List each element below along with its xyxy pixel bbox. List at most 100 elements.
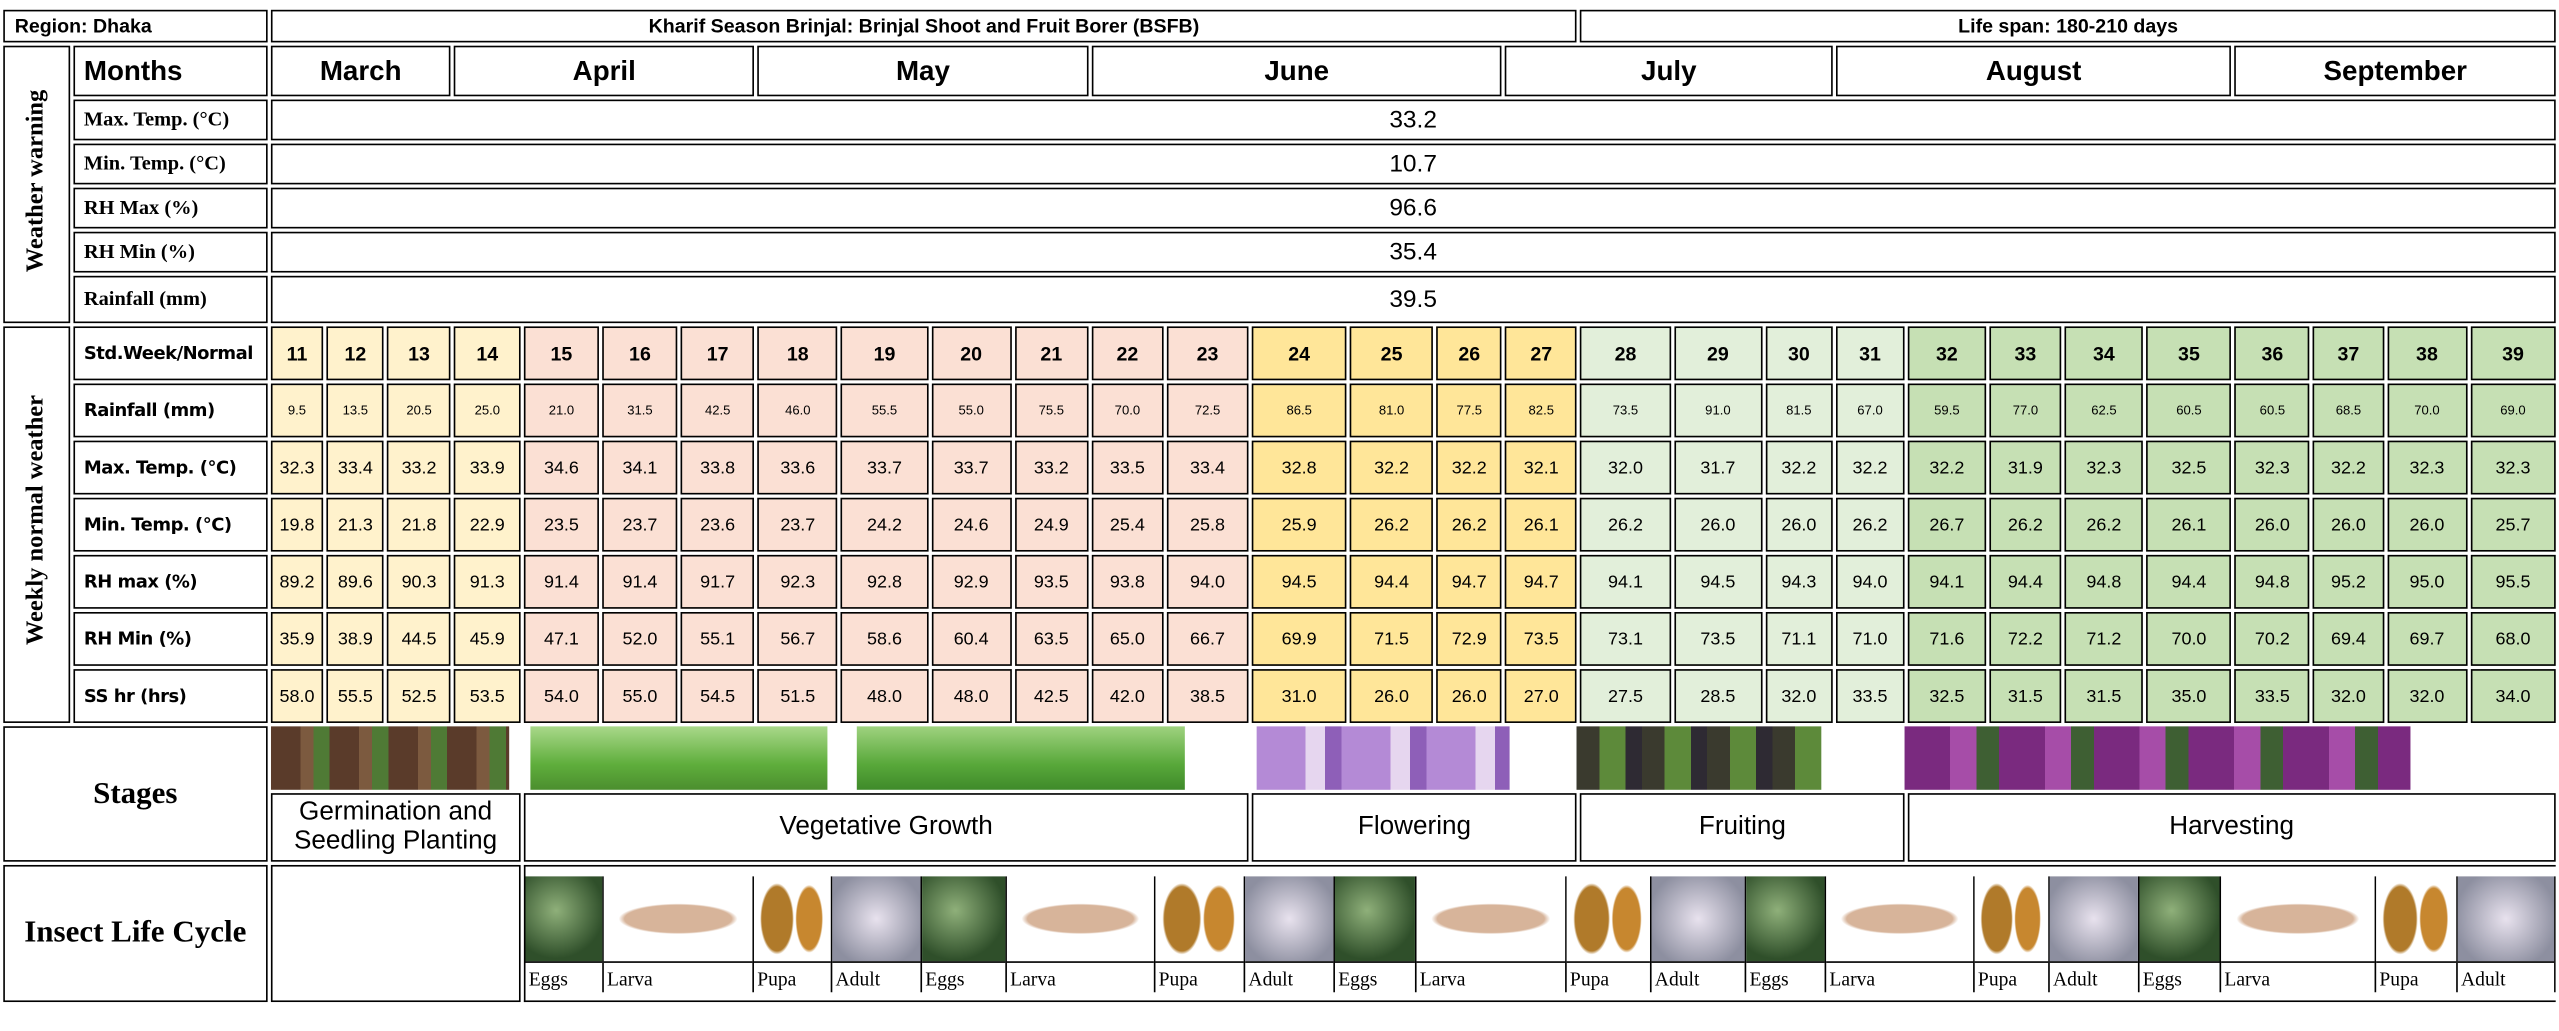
- weekly-value: 34: [2065, 326, 2144, 380]
- weekly-value: 51.5: [758, 669, 838, 723]
- warning-value: 39.5: [271, 276, 2556, 323]
- weekly-value: 60.5: [2235, 384, 2310, 438]
- weekly-value: 70.0: [1091, 384, 1163, 438]
- weekly-value: 31.7: [1674, 441, 1762, 495]
- weekly-value: 11: [271, 326, 324, 380]
- insect-stage: Eggs: [525, 876, 603, 992]
- insect-photo: [1417, 876, 1566, 962]
- weekly-value: 69.9: [1252, 612, 1347, 666]
- insect-photo: [1746, 876, 1824, 962]
- insect-photo: [2458, 876, 2554, 962]
- stage-photo: [1256, 726, 1509, 790]
- weekly-value: 36: [2235, 326, 2310, 380]
- weekly-value: 67.0: [1836, 384, 1905, 438]
- weekly-value: 69.7: [2387, 612, 2467, 666]
- weekly-value: 55.0: [931, 384, 1011, 438]
- weekly-value: 89.2: [271, 555, 324, 609]
- weekly-value: 91.4: [602, 555, 677, 609]
- weekly-value: 38.9: [327, 612, 384, 666]
- weekly-value: 31.9: [1989, 441, 2061, 495]
- weekly-value: 58.6: [841, 612, 928, 666]
- weekly-value: 33.7: [841, 441, 928, 495]
- weekly-value: 32.0: [1765, 669, 1832, 723]
- weekly-value: 34.1: [602, 441, 677, 495]
- weekly-value: 93.8: [1091, 555, 1163, 609]
- weekly-value: 26: [1437, 326, 1502, 380]
- insect-stage: Eggs: [1746, 876, 1826, 992]
- weekly-value: 23.7: [758, 498, 838, 552]
- stage-name: Fruiting: [1581, 793, 1905, 862]
- weekly-value: 31: [1836, 326, 1905, 380]
- weekly-value: 72.5: [1167, 384, 1249, 438]
- weekly-value: 94.1: [1581, 555, 1671, 609]
- month: March: [271, 46, 451, 97]
- weekly-value: 92.8: [841, 555, 928, 609]
- weekly-value: 26.1: [2146, 498, 2231, 552]
- weekly-value: 32.2: [1437, 441, 1502, 495]
- weekly-value: 94.5: [1674, 555, 1762, 609]
- stage-name: Germination and Seedling Planting: [271, 793, 521, 862]
- insect-photo: [1155, 876, 1243, 962]
- insect-stage: Adult: [2050, 876, 2140, 992]
- weekly-value: 25: [1350, 326, 1433, 380]
- insect-stage: Adult: [832, 876, 922, 992]
- weekly-value: 72.2: [1989, 612, 2061, 666]
- weekly-value: 25.4: [1091, 498, 1163, 552]
- insect-photo: [604, 876, 753, 962]
- weekly-value: 33.6: [758, 441, 838, 495]
- stage-photo: [530, 726, 827, 790]
- weekly-value: 16: [602, 326, 677, 380]
- weekly-value: 33.5: [2235, 669, 2310, 723]
- weekly-value: 55.1: [681, 612, 755, 666]
- weekly-value: 94.4: [1350, 555, 1433, 609]
- insect-stage: Larva: [1826, 876, 1975, 992]
- weekly-value: 23.5: [524, 498, 599, 552]
- insect-photo: [1567, 876, 1650, 962]
- row-label: RH Min (%): [74, 232, 267, 273]
- weekly-value: 32.3: [271, 441, 324, 495]
- weekly-value: 94.1: [1908, 555, 1987, 609]
- weekly-value: 26.2: [2065, 498, 2144, 552]
- month: May: [758, 46, 1088, 97]
- weekly-value: 73.5: [1581, 384, 1671, 438]
- weekly-value: 94.8: [2065, 555, 2144, 609]
- weekly-value: 54.5: [681, 669, 755, 723]
- weekly-value: 32.3: [2235, 441, 2310, 495]
- weekly-value: 33.9: [454, 441, 521, 495]
- weekly-value: 44.5: [387, 612, 450, 666]
- side-label-text: Weekly normal weather: [23, 396, 51, 646]
- weekly-value: 66.7: [1167, 612, 1249, 666]
- weekly-value: 26.2: [1437, 498, 1502, 552]
- weekly-value: 58.0: [271, 669, 324, 723]
- insect-stage-name: Adult: [2050, 962, 2138, 991]
- insect-stage-name: Eggs: [525, 962, 602, 991]
- weekly-value: 94.7: [1505, 555, 1577, 609]
- month: August: [1836, 46, 2232, 97]
- weekly-value: 28.5: [1674, 669, 1762, 723]
- weekly-value: 27.5: [1581, 669, 1671, 723]
- insect-stage: Adult: [1245, 876, 1335, 992]
- insect-stage: Adult: [2458, 876, 2556, 992]
- life-span: Life span: 180-210 days: [1581, 10, 2556, 43]
- row-label: Min. Temp. (°C): [74, 144, 267, 185]
- weekly-value: 33.5: [1836, 669, 1905, 723]
- month: September: [2235, 46, 2556, 97]
- weekly-value: 32.0: [2387, 669, 2467, 723]
- stage-images: [271, 726, 2556, 790]
- weekly-value: 77.0: [1989, 384, 2061, 438]
- weekly-value: 32.1: [1505, 441, 1577, 495]
- stage-photo: [1576, 726, 1821, 790]
- row-label: Std.Week/Normal: [74, 326, 267, 380]
- weekly-value: 60.4: [931, 612, 1011, 666]
- weekly-value: 34.6: [524, 441, 599, 495]
- side-label: Weather warning: [3, 46, 71, 323]
- weekly-value: 70.0: [2387, 384, 2467, 438]
- weekly-value: 24: [1252, 326, 1347, 380]
- weekly-value: 26.0: [1350, 669, 1433, 723]
